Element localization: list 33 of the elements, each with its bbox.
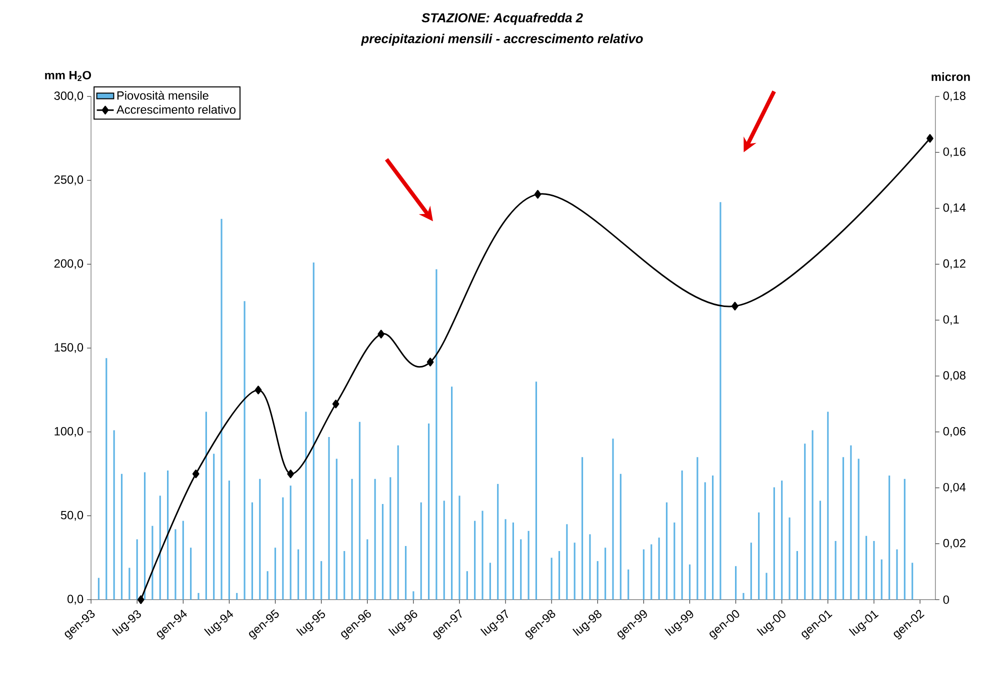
y2-tick-label: 0,06 bbox=[943, 426, 966, 437]
y2-tick-label: 0,16 bbox=[943, 147, 966, 158]
point bbox=[378, 330, 385, 338]
point bbox=[137, 595, 144, 604]
point bbox=[332, 400, 340, 408]
y2-tick-label: 0,08 bbox=[943, 370, 966, 381]
y2-tick-label: 0,04 bbox=[943, 482, 966, 493]
y-axis-title: mm H$_{2}$O bbox=[45, 70, 92, 81]
y-tick-label: 300,0 bbox=[54, 91, 84, 102]
y2-tick-label: 0,12 bbox=[943, 259, 966, 269]
point bbox=[926, 134, 934, 143]
y2-tick-label: 0,02 bbox=[943, 538, 966, 549]
chart-title: STAZIONE: Acquafredda 2 bbox=[422, 12, 583, 25]
y-tick-label: 100,0 bbox=[54, 426, 84, 437]
y-tick-label: 50,0 bbox=[60, 510, 84, 521]
y-tick-label: 250,0 bbox=[54, 175, 84, 186]
legend-label: Piovosità mensile bbox=[117, 90, 208, 100]
y2-tick-label: 0,18 bbox=[943, 91, 966, 102]
point bbox=[254, 386, 262, 394]
y2-axis-title: micron bbox=[932, 72, 970, 81]
point bbox=[426, 358, 434, 366]
point bbox=[732, 302, 738, 310]
y-tick-label: 200,0 bbox=[54, 259, 84, 269]
chart-subtitle: precipitazioni mensili - accrescimento relativo bbox=[360, 34, 643, 46]
y-tick-label: 0,0 bbox=[67, 594, 84, 604]
point bbox=[192, 469, 200, 478]
point bbox=[287, 469, 294, 478]
y2-tick-label: 0 bbox=[943, 595, 950, 604]
y2-tick-label: 0,14 bbox=[943, 203, 966, 214]
y-tick-label: 150,0 bbox=[54, 343, 84, 353]
point bbox=[534, 190, 542, 198]
y2-tick-label: 0,1 bbox=[943, 315, 959, 325]
legend-label: Accrescimento relativo bbox=[116, 104, 236, 114]
